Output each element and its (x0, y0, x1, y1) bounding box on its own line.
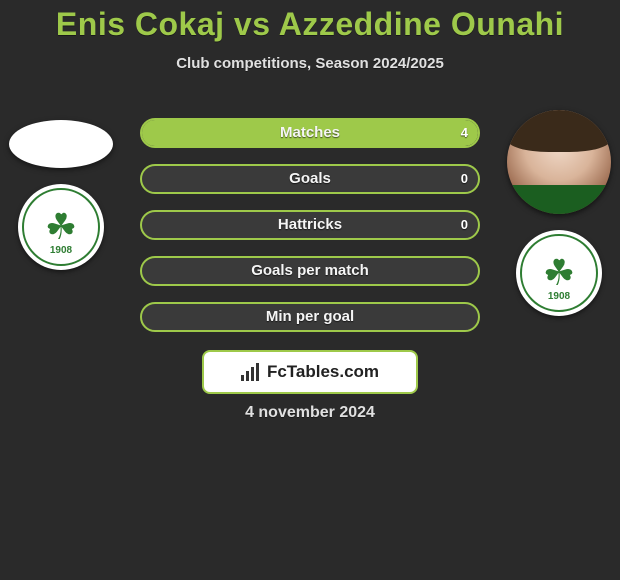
player-left-column: ☘ 1908 (6, 110, 116, 270)
bar-label: Matches (142, 120, 478, 146)
club-year: 1908 (50, 245, 72, 256)
player-right-club-logo: ☘ 1908 (516, 230, 602, 316)
player-right-avatar (507, 110, 611, 214)
bar-label: Hattricks (142, 212, 478, 238)
stat-bar-min-per-goal: Min per goal (140, 302, 480, 332)
stat-bar-hattricks: Hattricks 0 (140, 210, 480, 240)
avatar-hair (507, 110, 611, 152)
branding-text: FcTables.com (267, 362, 379, 382)
comparison-subtitle: Club competitions, Season 2024/2025 (0, 55, 620, 72)
comparison-title: Enis Cokaj vs Azzeddine Ounahi (0, 0, 620, 43)
chart-icon (241, 363, 259, 381)
bar-label: Min per goal (142, 304, 478, 330)
stat-bar-goals-per-match: Goals per match (140, 256, 480, 286)
bar-label: Goals (142, 166, 478, 192)
snapshot-date: 4 november 2024 (0, 404, 620, 422)
player-left-club-logo: ☘ 1908 (18, 184, 104, 270)
branding-badge: FcTables.com (202, 350, 418, 394)
player-left-avatar (9, 120, 113, 168)
bar-label: Goals per match (142, 258, 478, 284)
bar-value-right: 0 (461, 212, 468, 238)
stat-bar-matches: Matches 4 (140, 118, 480, 148)
shamrock-icon: ☘ (543, 255, 575, 291)
player-right-column: ☘ 1908 (504, 110, 614, 316)
bar-value-right: 0 (461, 166, 468, 192)
club-year: 1908 (548, 291, 570, 302)
stat-bar-goals: Goals 0 (140, 164, 480, 194)
avatar-jersey (507, 185, 611, 214)
bar-value-right: 4 (461, 120, 468, 146)
stat-bars: Matches 4 Goals 0 Hattricks 0 Goals per … (140, 118, 480, 332)
shamrock-icon: ☘ (45, 209, 77, 245)
